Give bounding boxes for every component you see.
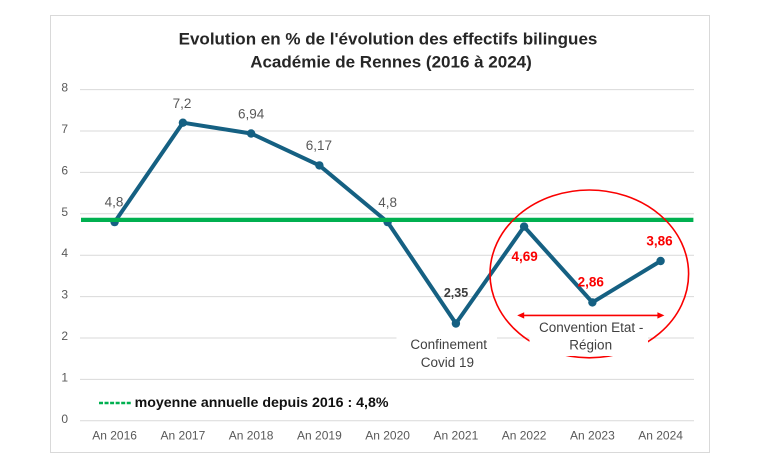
svg-text:4,8: 4,8	[105, 195, 124, 210]
svg-text:An 2024: An 2024	[638, 429, 683, 443]
svg-text:1: 1	[61, 370, 68, 384]
svg-text:An 2017: An 2017	[161, 429, 206, 443]
svg-text:Région: Région	[569, 337, 612, 352]
svg-text:6: 6	[61, 163, 68, 177]
svg-text:2,86: 2,86	[578, 275, 605, 290]
svg-text:An 2018: An 2018	[229, 429, 274, 443]
svg-text:An 2019: An 2019	[297, 429, 342, 443]
svg-text:An 2020: An 2020	[365, 429, 410, 443]
svg-text:0: 0	[61, 412, 68, 426]
svg-text:An 2016: An 2016	[92, 429, 137, 443]
svg-text:4: 4	[61, 246, 68, 260]
svg-text:moyenne annuelle depuis 2016 :: moyenne annuelle depuis 2016 : 4,8%	[135, 395, 389, 411]
svg-text:6,17: 6,17	[306, 138, 332, 153]
svg-text:Confinement: Confinement	[410, 337, 487, 352]
svg-text:7,2: 7,2	[173, 96, 192, 111]
svg-text:2,35: 2,35	[444, 286, 468, 300]
svg-text:7: 7	[61, 122, 68, 136]
svg-text:3: 3	[61, 288, 68, 302]
svg-text:8: 8	[61, 81, 68, 95]
svg-text:An 2022: An 2022	[502, 429, 547, 443]
svg-text:6,94: 6,94	[238, 107, 265, 122]
svg-text:5: 5	[61, 205, 68, 219]
svg-text:Académie de Rennes (2016 à 202: Académie de Rennes (2016 à 2024)	[250, 52, 532, 71]
svg-text:4,8: 4,8	[378, 195, 397, 210]
svg-text:Covid 19: Covid 19	[421, 355, 474, 370]
svg-text:An 2021: An 2021	[434, 429, 479, 443]
svg-text:Convention Etat -: Convention Etat -	[539, 320, 643, 335]
svg-text:4,69: 4,69	[511, 249, 537, 264]
svg-text:2: 2	[61, 329, 68, 343]
svg-text:An 2023: An 2023	[570, 429, 615, 443]
svg-text:Evolution en % de l'évolution: Evolution en % de l'évolution des effect…	[179, 30, 598, 49]
svg-text:3,86: 3,86	[646, 233, 673, 248]
